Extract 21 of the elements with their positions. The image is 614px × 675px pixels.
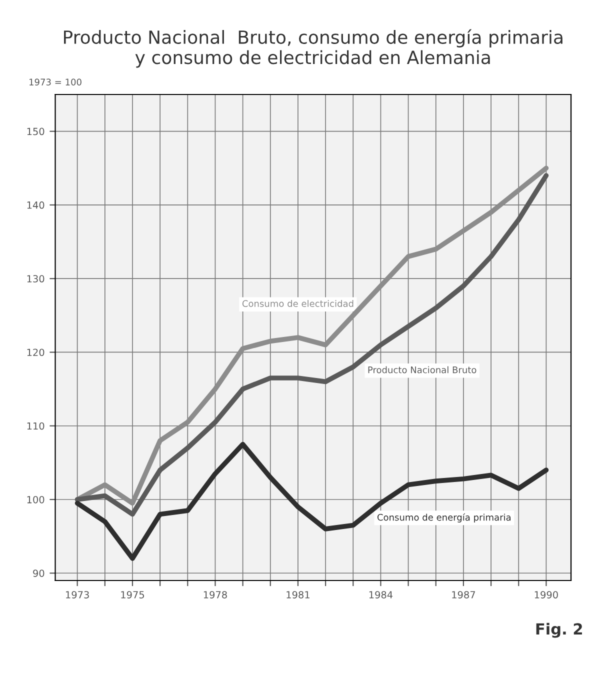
y-tick-label: 140 [27,201,44,209]
y-tick-label: 90 [33,570,44,577]
y-tick-label: 130 [27,275,44,282]
y-axis-title: 1973 = 100 [29,78,82,86]
series-label: Producto Nacional Bruto [368,366,476,374]
series-label: Consumo de electricidad [242,300,354,307]
line-series [74,442,549,561]
x-tick-label: 1973 [66,591,89,598]
x-tick-label: 1975 [121,591,144,598]
x-tick-label: 1981 [286,591,310,598]
x-tick-label: 1987 [452,591,475,598]
y-tick-label: 110 [27,422,44,430]
y-tick-label: 100 [27,496,44,504]
y-tick-label: 150 [27,128,44,136]
series-label: Consumo de energía primaria [377,513,511,522]
caption: Fig. 2 [536,622,582,638]
y-tick-label: 120 [27,348,44,356]
chart-title: Producto Nacional Bruto, consumo de energía primaria y consumo de electricidad en Alemania [64,29,562,68]
x-tick-label: 1978 [204,591,227,598]
x-tick-label: 1984 [369,591,393,598]
x-tick-label: 1990 [534,591,558,598]
